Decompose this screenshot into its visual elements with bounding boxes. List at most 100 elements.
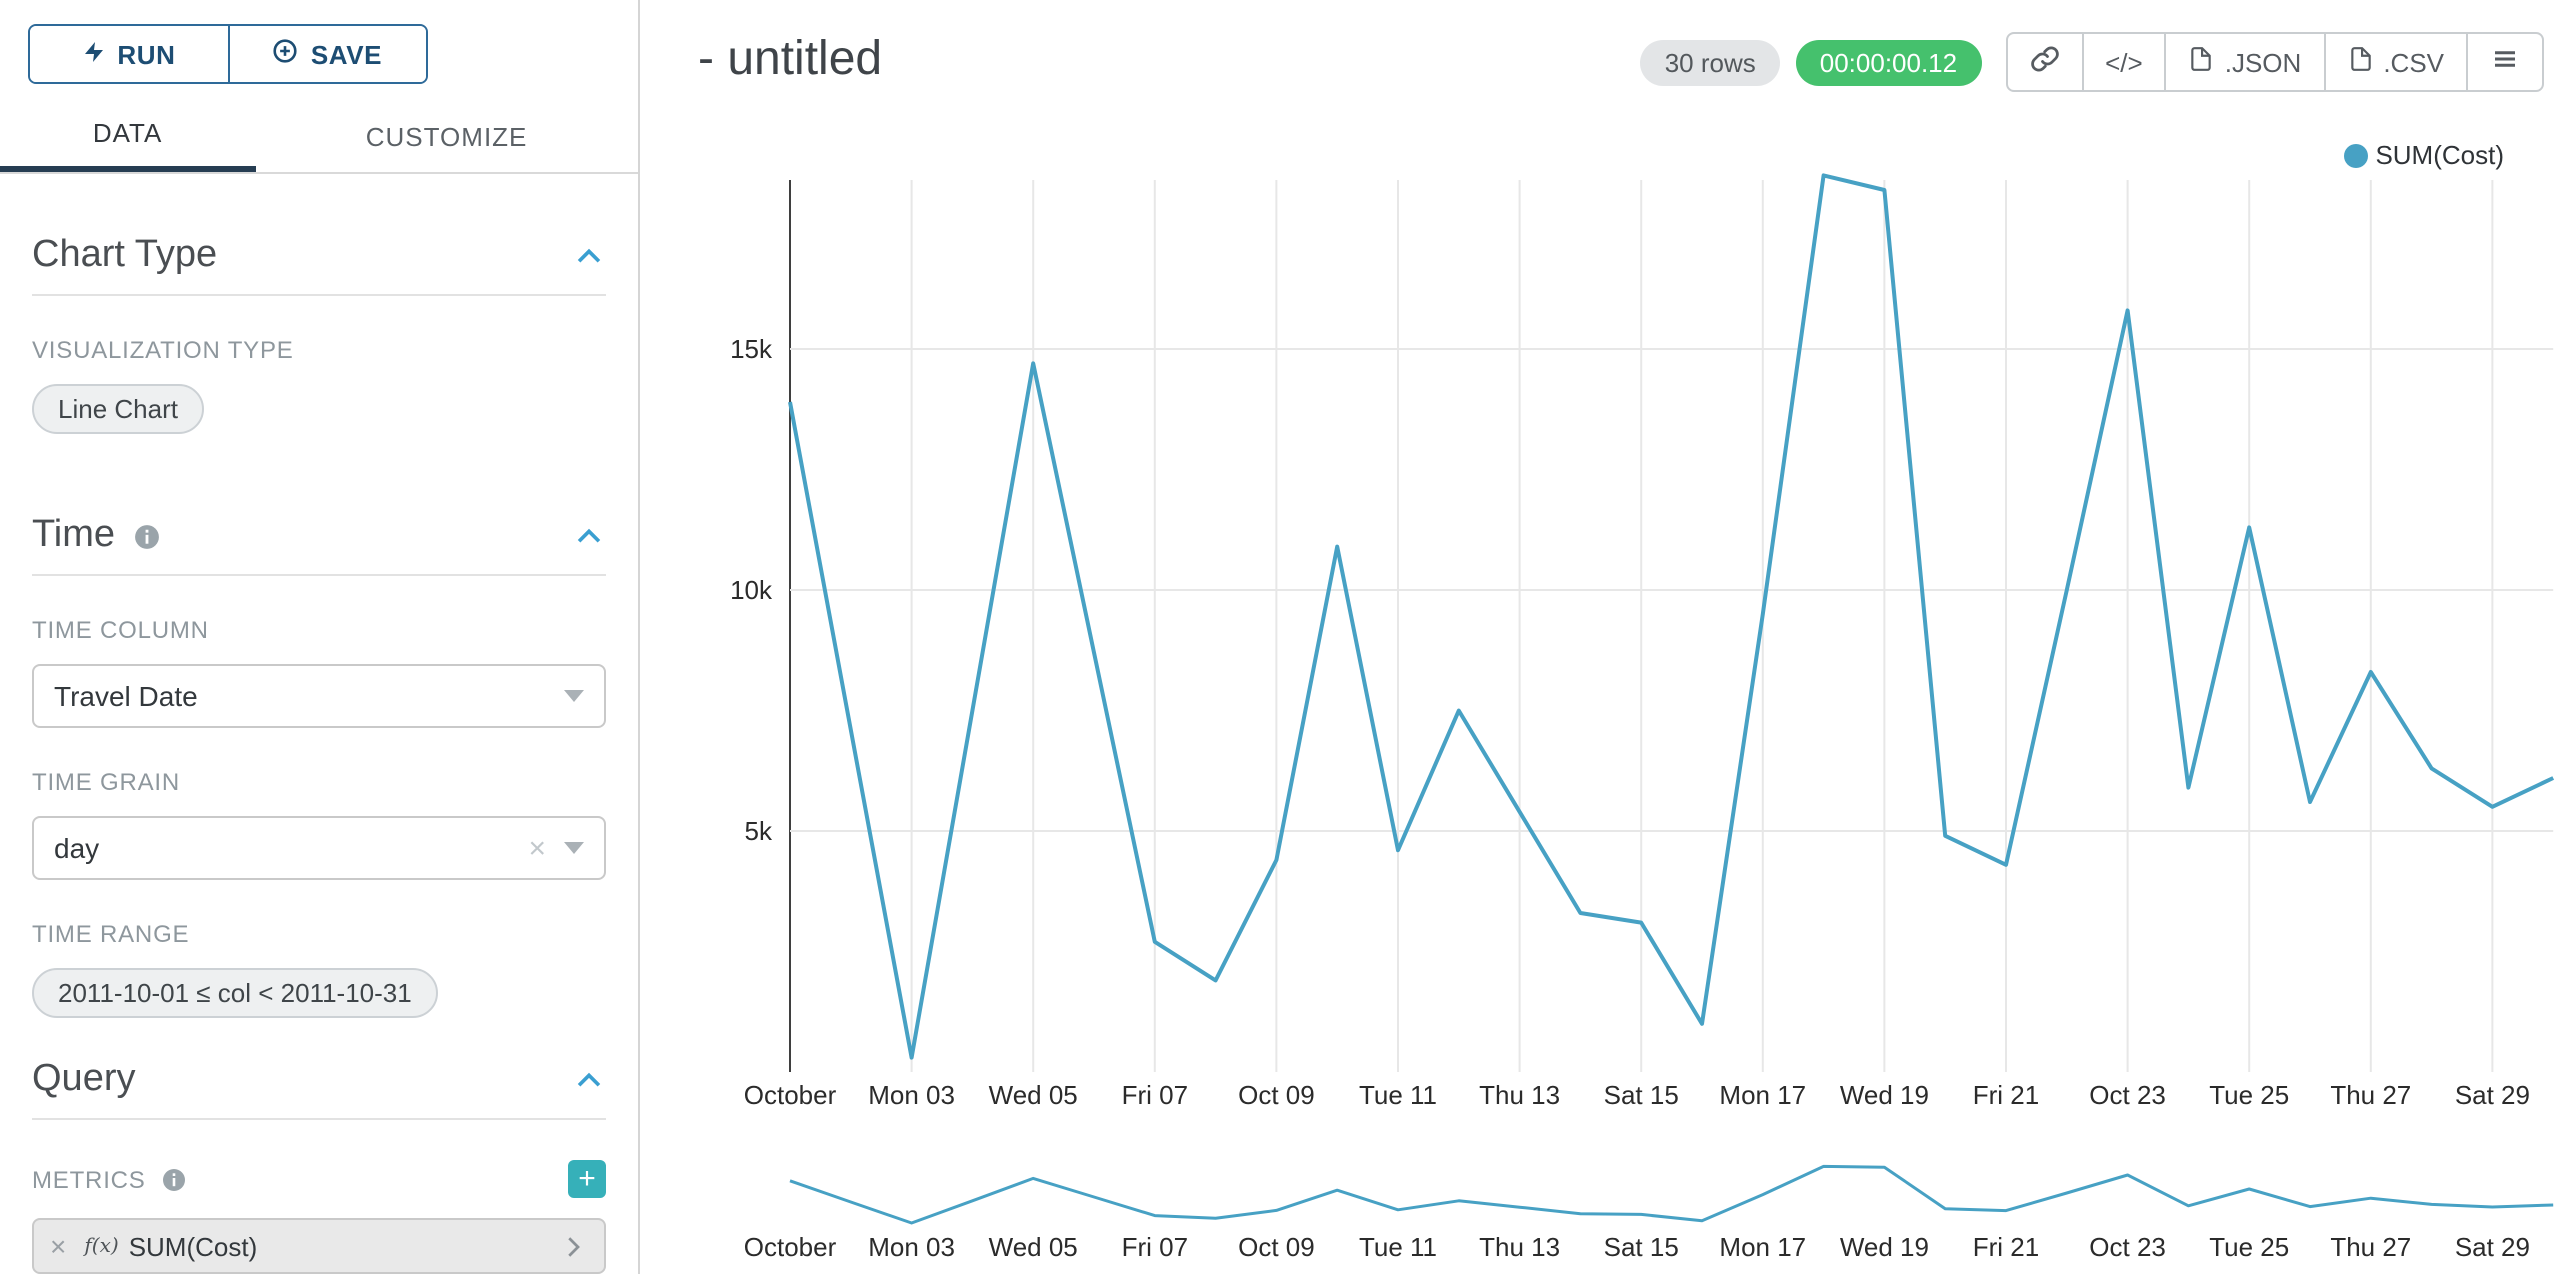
svg-text:October: October (744, 1232, 837, 1262)
row-count-badge: 30 rows (1640, 39, 1780, 85)
save-button[interactable]: SAVE (227, 26, 426, 82)
chevron-up-icon[interactable] (572, 239, 606, 273)
svg-text:Thu 27: Thu 27 (2330, 1080, 2411, 1110)
metrics-row: METRICS + (32, 1160, 606, 1198)
section-query-title: Query (32, 1058, 136, 1100)
svg-text:October: October (744, 1080, 837, 1110)
panel-body: Chart Type VISUALIZATION TYPE Line Chart… (0, 234, 638, 1274)
panel-tabs: DATA CUSTOMIZE (0, 100, 638, 174)
metrics-label-text: METRICS (32, 1165, 146, 1193)
svg-text:Oct 09: Oct 09 (1238, 1232, 1315, 1262)
svg-text:Fri 21: Fri 21 (1973, 1080, 2039, 1110)
section-chart-type-header: Chart Type (32, 234, 606, 296)
svg-text:15k: 15k (730, 334, 773, 364)
svg-text:10k: 10k (730, 575, 773, 605)
time-grain-select[interactable]: day × (32, 816, 606, 880)
svg-text:Oct 23: Oct 23 (2089, 1232, 2166, 1262)
chevron-up-icon[interactable] (572, 1063, 606, 1097)
time-range-label: TIME RANGE (32, 920, 190, 948)
share-link-button[interactable] (2005, 32, 2084, 92)
svg-text:Mon 17: Mon 17 (1719, 1080, 1806, 1110)
tab-customize[interactable]: CUSTOMIZE (365, 121, 528, 151)
time-range-pill[interactable]: 2011-10-01 ≤ col < 2011-10-31 (32, 968, 438, 1018)
svg-text:Wed 19: Wed 19 (1840, 1232, 1929, 1262)
info-icon (162, 1167, 186, 1191)
time-grain-label: TIME GRAIN (32, 768, 181, 796)
svg-text:Sat 29: Sat 29 (2455, 1232, 2530, 1262)
svg-text:Tue 11: Tue 11 (1359, 1080, 1437, 1110)
svg-text:Oct 23: Oct 23 (2089, 1080, 2166, 1110)
time-column-value: Travel Date (54, 680, 198, 712)
time-grain-value: day (54, 832, 100, 864)
svg-text:Sat 29: Sat 29 (2455, 1080, 2530, 1110)
file-icon (2189, 46, 2215, 78)
hamburger-icon (2490, 44, 2520, 80)
export-json-button[interactable]: .JSON (2164, 32, 2326, 92)
chart-title: - untitled (698, 32, 883, 86)
fx-icon: f(x) (84, 1235, 119, 1257)
svg-text:5k: 5k (745, 816, 773, 846)
file-icon (2347, 46, 2373, 78)
metrics-label: METRICS (32, 1165, 186, 1193)
add-metric-button[interactable]: + (568, 1160, 606, 1198)
svg-text:Fri 07: Fri 07 (1122, 1232, 1188, 1262)
range-brush-minichart[interactable]: October Mon 03 Wed 05 Fri 07 Oct 09 Tue 11 Thu… (662, 1152, 2574, 1272)
svg-text:Mon 03: Mon 03 (868, 1232, 955, 1262)
remove-metric-icon[interactable]: × (50, 1230, 67, 1262)
time-column-label: TIME COLUMN (32, 616, 209, 644)
timer-badge: 00:00:00.12 (1795, 39, 1982, 85)
svg-text:Tue 25: Tue 25 (2209, 1080, 2289, 1110)
metric-pill[interactable]: × f(x) SUM(Cost) (32, 1218, 606, 1274)
svg-text:Tue 25: Tue 25 (2209, 1232, 2289, 1262)
svg-text:Sat 15: Sat 15 (1604, 1232, 1679, 1262)
metric-label: SUM(Cost) (128, 1231, 258, 1261)
clear-icon[interactable]: × (528, 831, 546, 865)
svg-text:Fri 07: Fri 07 (1122, 1080, 1188, 1110)
save-button-label: SAVE (310, 39, 383, 69)
svg-text:Wed 05: Wed 05 (989, 1232, 1078, 1262)
svg-text:Sat 15: Sat 15 (1604, 1080, 1679, 1110)
chevron-right-icon[interactable] (558, 1231, 588, 1261)
section-query: Query METRICS + × f(x) (32, 1058, 606, 1274)
svg-text:Tue 11: Tue 11 (1359, 1232, 1437, 1262)
svg-text:Mon 17: Mon 17 (1719, 1232, 1806, 1262)
chart-area: - untitled 30 rows 00:00:00.12 </> .JSON (642, 0, 2576, 1274)
caret-down-icon (564, 690, 584, 702)
chevron-up-icon[interactable] (572, 519, 606, 553)
tab-data[interactable]: DATA (0, 100, 256, 172)
time-column-select[interactable]: Travel Date (32, 664, 606, 728)
code-icon: </> (2105, 47, 2143, 77)
section-query-header: Query (32, 1058, 606, 1120)
export-csv-label: .CSV (2383, 47, 2444, 77)
svg-text:Mon 03: Mon 03 (868, 1080, 955, 1110)
svg-text:Thu 13: Thu 13 (1479, 1080, 1560, 1110)
svg-text:Oct 09: Oct 09 (1238, 1080, 1315, 1110)
svg-text:Wed 05: Wed 05 (989, 1080, 1078, 1110)
control-panel: RUN SAVE DATA CUSTOMIZE Chart Type (0, 0, 640, 1274)
section-time: Time TIME COLUMN Travel Date TIME GR (32, 514, 606, 1018)
plus-circle-icon (273, 38, 299, 70)
lightning-icon (81, 39, 105, 69)
info-icon (133, 523, 159, 549)
legend-series-label: SUM(Cost) (2375, 140, 2504, 170)
section-time-title-text: Time (32, 514, 116, 556)
view-query-button[interactable]: </> (2081, 32, 2167, 92)
svg-text:Thu 27: Thu 27 (2330, 1232, 2411, 1262)
section-time-header: Time (32, 514, 606, 576)
export-button-group: </> .JSON .CSV (2005, 32, 2544, 92)
svg-text:Wed 19: Wed 19 (1840, 1080, 1929, 1110)
link-icon (2029, 44, 2059, 80)
run-save-button-group: RUN SAVE (28, 24, 428, 84)
visualization-type-pill[interactable]: Line Chart (32, 384, 204, 434)
chart-legend[interactable]: SUM(Cost) (2343, 140, 2504, 170)
export-csv-button[interactable]: .CSV (2323, 32, 2468, 92)
section-chart-type: Chart Type VISUALIZATION TYPE Line Chart (32, 234, 606, 434)
run-button-label: RUN (117, 39, 176, 69)
export-json-label: .JSON (2224, 47, 2302, 77)
legend-series-dot (2343, 143, 2368, 167)
menu-button[interactable] (2466, 32, 2544, 92)
visualization-type-label: VISUALIZATION TYPE (32, 336, 294, 364)
run-button[interactable]: RUN (30, 26, 227, 82)
line-chart[interactable]: 5k 10k 15k October Mon 03 Wed 05 Fri 07 Oct 09 T… (662, 168, 2574, 1124)
